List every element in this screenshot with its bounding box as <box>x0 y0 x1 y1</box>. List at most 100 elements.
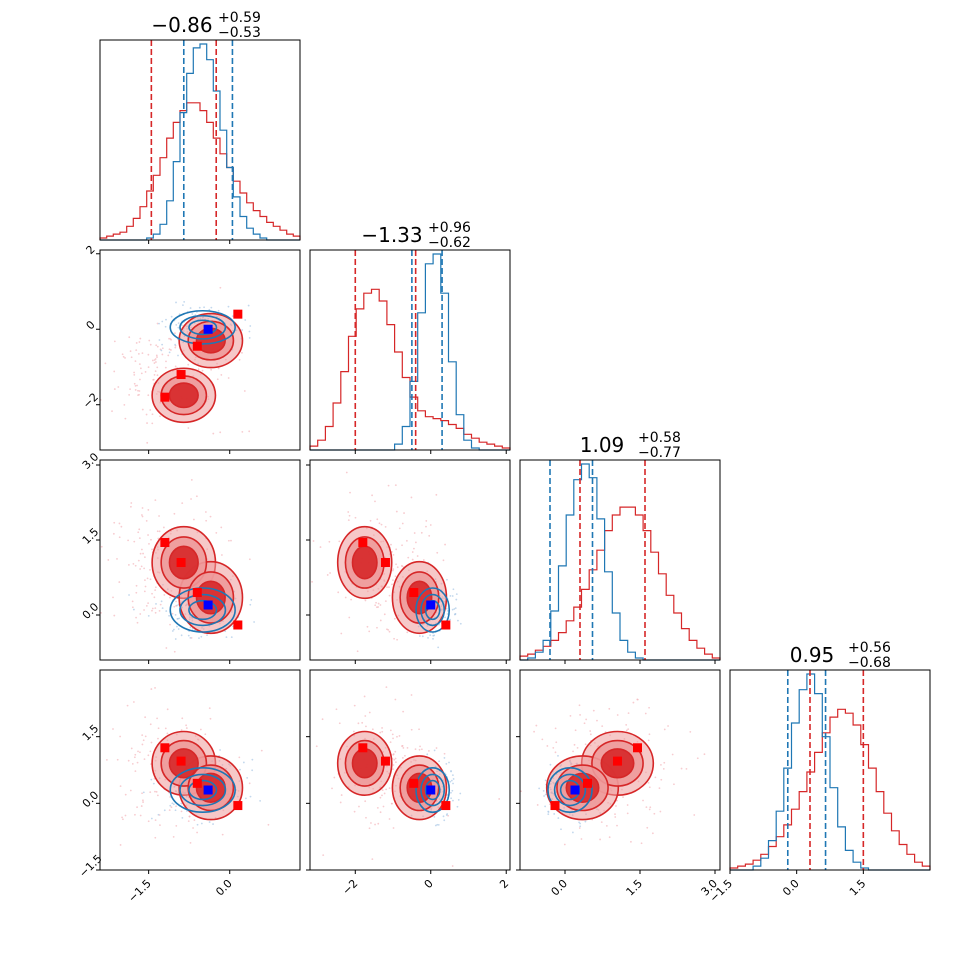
scatter-point <box>146 422 148 424</box>
scatter-point <box>124 357 126 359</box>
scatter-point <box>389 729 392 732</box>
scatter-point <box>134 389 137 391</box>
scatter-point <box>371 858 374 861</box>
scatter-point <box>132 608 135 611</box>
scatter-point <box>128 393 131 396</box>
scatter-point <box>585 718 588 721</box>
hist-panel-3 <box>729 670 931 871</box>
scatter-point <box>153 596 156 599</box>
scatter-point <box>544 805 547 808</box>
scatter-point <box>608 836 611 839</box>
scatter-point <box>416 555 419 557</box>
scatter-point <box>388 818 391 820</box>
scatter-point <box>142 791 145 794</box>
scatter-point <box>401 544 403 547</box>
scatter-point <box>177 326 180 329</box>
scatter-point <box>392 737 394 740</box>
scatter-point <box>131 606 134 609</box>
scatter-point <box>131 762 134 765</box>
contour-a <box>351 748 378 779</box>
scatter-point <box>381 730 384 733</box>
scatter-point <box>157 813 160 816</box>
scatter-point <box>578 704 581 707</box>
scatter-point <box>169 804 172 807</box>
scatter-point <box>154 586 157 589</box>
scatter-point <box>418 635 421 637</box>
scatter-point <box>165 318 167 321</box>
scatter-point <box>143 590 146 593</box>
scatter-point <box>151 422 154 425</box>
scatter-point <box>156 322 159 325</box>
scatter-point <box>135 342 138 344</box>
scatter-point <box>227 305 230 308</box>
contour-b <box>188 319 218 336</box>
scatter-point <box>177 354 179 357</box>
scatter-point <box>630 840 632 843</box>
scatter-point <box>614 813 616 816</box>
scatter-point <box>390 543 392 546</box>
scatter-point <box>248 782 251 785</box>
scatter-point <box>608 707 611 710</box>
scatter-point <box>660 763 662 766</box>
scatter-point <box>434 824 437 827</box>
contour-b <box>424 779 441 801</box>
marker-red <box>441 801 451 811</box>
scatter-point <box>455 593 458 596</box>
scatter-point <box>159 824 161 826</box>
scatter-point <box>134 813 136 816</box>
marker-red <box>233 620 243 630</box>
panel-3-2 <box>520 698 706 846</box>
scatter-point <box>451 595 454 597</box>
scatter-point <box>459 792 462 795</box>
scatter-point <box>438 760 441 763</box>
scatter-point <box>363 695 366 698</box>
scatter-point <box>660 778 663 781</box>
scatter-point <box>647 739 650 742</box>
marker-red <box>409 588 419 597</box>
scatter-point <box>379 811 382 814</box>
scatter-point <box>124 814 127 817</box>
scatter-point <box>411 558 414 561</box>
scatter-point <box>379 619 382 622</box>
scatter-point <box>141 743 144 746</box>
scatter-point <box>143 609 145 611</box>
scatter-point <box>450 797 453 800</box>
marker-red <box>613 756 622 766</box>
contour-b <box>553 773 587 807</box>
scatter-point <box>243 390 246 392</box>
scatter-point <box>173 650 176 653</box>
scatter-point <box>404 754 406 757</box>
scatter-point <box>673 783 675 786</box>
scatter-point <box>552 747 555 749</box>
scatter-point <box>425 520 428 522</box>
scatter-point <box>141 515 144 518</box>
scatter-point <box>204 511 207 513</box>
scatter-point <box>152 782 155 785</box>
scatter-point <box>219 286 222 289</box>
scatter-point <box>600 821 603 824</box>
scatter-point <box>175 323 178 326</box>
scatter-point <box>105 758 108 761</box>
param-title-minus: −0.77 <box>638 445 681 461</box>
scatter-point <box>345 471 348 474</box>
scatter-point <box>413 532 416 534</box>
scatter-point <box>357 722 360 725</box>
scatter-point <box>155 354 158 357</box>
marker-red <box>192 778 202 788</box>
y-tick-label: 0 <box>84 318 98 332</box>
scatter-point <box>450 791 452 794</box>
scatter-point <box>136 384 138 387</box>
scatter-point <box>625 723 628 726</box>
scatter-point <box>385 686 388 689</box>
scatter-point <box>137 559 140 562</box>
scatter-point <box>133 371 136 374</box>
scatter-point <box>144 585 147 588</box>
scatter-point <box>315 745 318 748</box>
scatter-point <box>132 563 135 565</box>
scatter-point <box>238 358 241 361</box>
scatter-point <box>680 767 683 770</box>
scatter-point <box>177 322 180 325</box>
scatter-point <box>121 353 124 356</box>
scatter-point <box>161 320 164 323</box>
scatter-point <box>377 822 380 825</box>
